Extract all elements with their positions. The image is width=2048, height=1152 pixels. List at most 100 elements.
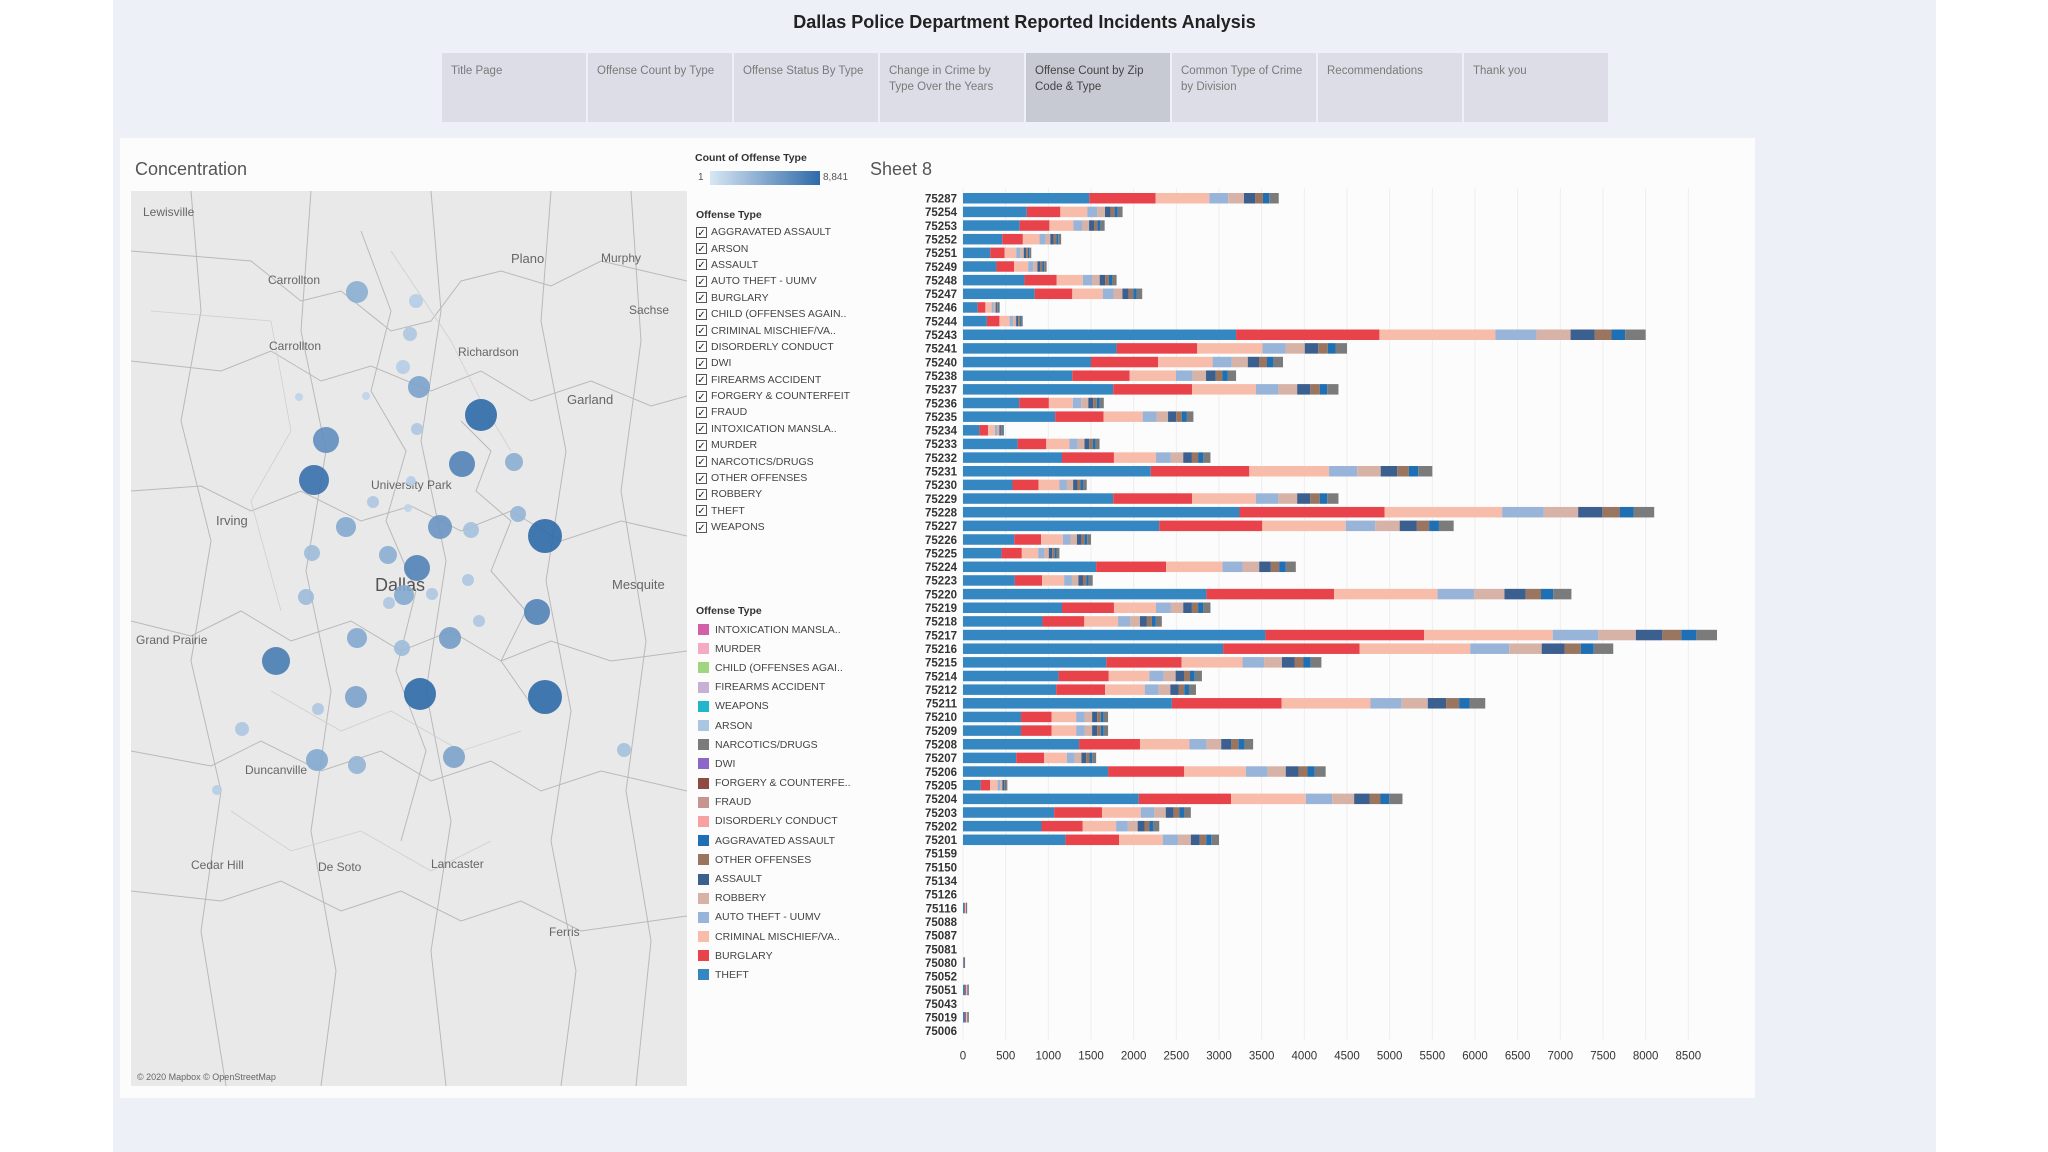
legend-item[interactable]: ASSAULT [698, 869, 863, 888]
bar-segment[interactable] [1026, 247, 1028, 259]
bar-segment[interactable] [1082, 820, 1117, 832]
bar-segment[interactable] [1019, 397, 1049, 409]
bar-segment[interactable] [1110, 206, 1115, 218]
bar-segment[interactable] [1158, 684, 1171, 695]
bar-segment[interactable] [1188, 684, 1196, 695]
concentration-bubble[interactable] [396, 360, 410, 374]
concentration-bubble[interactable] [345, 686, 367, 708]
bar-segment[interactable] [963, 807, 1055, 818]
bar-segment[interactable] [1019, 220, 1050, 231]
bar-segment[interactable] [1625, 329, 1646, 341]
bar-segment[interactable] [1019, 315, 1021, 327]
bar-segment[interactable] [993, 302, 996, 313]
bar-segment[interactable] [1070, 534, 1077, 545]
story-tab[interactable]: Common Type of Crime by Division [1172, 53, 1316, 122]
bar-segment[interactable] [1073, 220, 1082, 231]
concentration-bubble[interactable] [449, 451, 475, 477]
bar-segment[interactable] [1054, 807, 1102, 818]
bar-segment[interactable] [1171, 698, 1282, 709]
bar-segment[interactable] [1223, 643, 1360, 654]
bar-segment[interactable] [1092, 711, 1098, 723]
bar-segment[interactable] [1176, 411, 1182, 422]
bar-segment[interactable] [1086, 575, 1089, 586]
bar-segment[interactable] [1022, 233, 1040, 245]
bar-segment[interactable] [1095, 438, 1100, 450]
bar-segment[interactable] [963, 411, 1056, 422]
bar-segment[interactable] [1178, 834, 1191, 846]
bar-segment[interactable] [963, 657, 1107, 668]
bar-segment[interactable] [1156, 411, 1169, 422]
bar-segment[interactable] [1002, 233, 1023, 245]
bar-segment[interactable] [1354, 793, 1370, 805]
bar-segment[interactable] [1203, 602, 1211, 614]
bar-segment[interactable] [1375, 520, 1400, 532]
bar-segment[interactable] [1119, 834, 1163, 846]
bar-segment[interactable] [1097, 220, 1101, 231]
bar-segment[interactable] [963, 247, 991, 259]
bar-segment[interactable] [963, 561, 1097, 573]
filter-option[interactable]: ✓ FIREARMS ACCIDENT [696, 372, 856, 388]
bar-segment[interactable] [1064, 575, 1072, 586]
bar-segment[interactable] [1051, 711, 1077, 723]
bar-segment[interactable] [1297, 493, 1311, 504]
bar-segment[interactable] [1084, 438, 1090, 450]
bar-segment[interactable] [963, 1012, 966, 1023]
bar-segment[interactable] [1173, 807, 1180, 818]
concentration-bubble[interactable] [379, 546, 397, 564]
bar-segment[interactable] [1244, 193, 1256, 204]
bar-segment[interactable] [1262, 193, 1270, 204]
bar-segment[interactable] [963, 902, 965, 914]
bar-segment[interactable] [963, 370, 1073, 381]
concentration-bubble[interactable] [465, 399, 497, 431]
bar-segment[interactable] [1018, 315, 1020, 327]
bar-segment[interactable] [963, 343, 1117, 354]
bar-segment[interactable] [963, 616, 1043, 627]
bar-segment[interactable] [1056, 547, 1060, 559]
bar-segment[interactable] [1108, 766, 1185, 777]
bar-segment[interactable] [1294, 657, 1304, 668]
bar-segment[interactable] [1335, 343, 1347, 354]
bar-segment[interactable] [963, 506, 1240, 518]
bar-segment[interactable] [1089, 752, 1093, 764]
legend-item[interactable]: AUTO THEFT - UUMV [698, 908, 863, 927]
concentration-bubble[interactable] [212, 785, 222, 795]
story-tab[interactable]: Change in Crime by Type Over the Years [880, 53, 1024, 122]
bar-segment[interactable] [1255, 384, 1279, 395]
checkbox-checked-icon[interactable]: ✓ [696, 374, 707, 387]
bar-segment[interactable] [1184, 684, 1189, 695]
bar-segment[interactable] [963, 779, 981, 791]
bar-segment[interactable] [1081, 397, 1089, 409]
bar-segment[interactable] [963, 752, 1017, 764]
bar-segment[interactable] [963, 315, 987, 327]
bar-segment[interactable] [1100, 725, 1104, 736]
bar-segment[interactable] [1073, 479, 1078, 491]
bar-segment[interactable] [1418, 466, 1433, 477]
story-tab[interactable]: Offense Count by Type [588, 53, 732, 122]
checkbox-checked-icon[interactable]: ✓ [696, 488, 707, 501]
bar-segment[interactable] [1285, 766, 1299, 777]
bar-segment[interactable] [963, 534, 1015, 545]
bar-segment[interactable] [1265, 629, 1425, 641]
bar-segment[interactable] [1278, 384, 1298, 395]
bar-segment[interactable] [1096, 561, 1167, 573]
bar-segment[interactable] [1264, 657, 1282, 668]
bar-segment[interactable] [1021, 547, 1039, 559]
bar-segment[interactable] [964, 902, 966, 914]
bar-segment[interactable] [1192, 384, 1256, 395]
concentration-bubble[interactable] [473, 615, 485, 627]
bar-segment[interactable] [1304, 343, 1319, 354]
bar-segment[interactable] [1662, 629, 1682, 641]
bar-segment[interactable] [1154, 807, 1166, 818]
filter-option[interactable]: ✓ OTHER OFFENSES [696, 470, 856, 486]
bar-segment[interactable] [1259, 356, 1267, 368]
checkbox-checked-icon[interactable]: ✓ [696, 226, 707, 239]
bar-segment[interactable] [1206, 588, 1335, 600]
concentration-bubble[interactable] [262, 647, 290, 675]
concentration-bubble[interactable] [306, 749, 328, 771]
bar-segment[interactable] [1262, 343, 1286, 354]
bar-segment[interactable] [1158, 356, 1213, 368]
concentration-bubble[interactable] [428, 515, 452, 539]
bar-segment[interactable] [1236, 329, 1380, 341]
checkbox-checked-icon[interactable]: ✓ [696, 341, 707, 354]
bar-segment[interactable] [1681, 629, 1697, 641]
